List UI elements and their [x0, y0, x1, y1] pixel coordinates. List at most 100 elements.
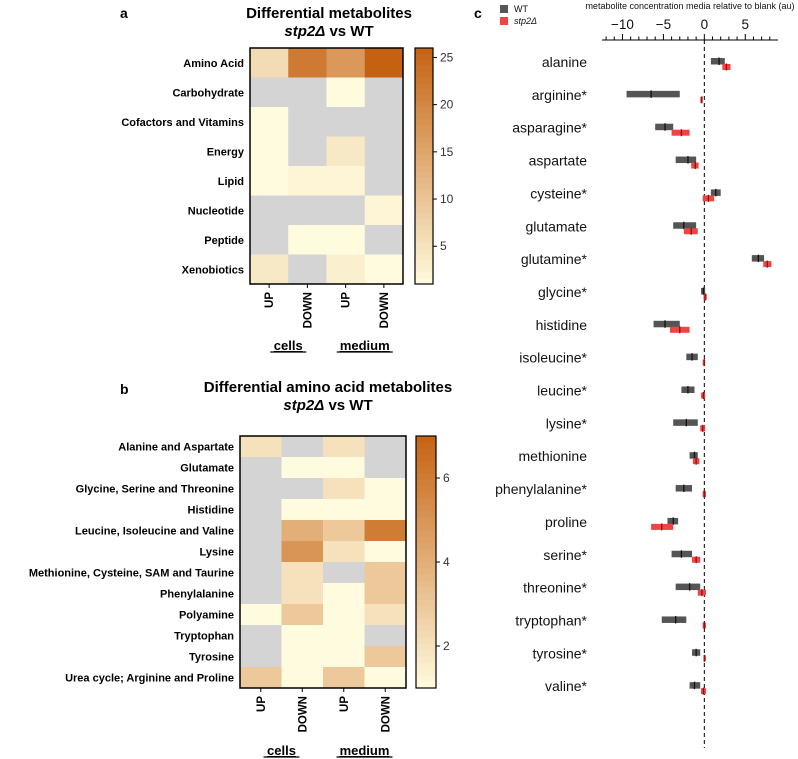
heatmap-b-cell-methionine-cysteine-sam-and-taurine-col2	[281, 562, 324, 584]
c-category-label-isoleucine: isoleucine*	[519, 350, 587, 366]
heatmap-b-cell-glutamate-col3	[323, 457, 365, 479]
heatmap-a-cell-cofactors-and-vitamins-col2	[288, 107, 327, 137]
heatmap-b-colorbar-step-18	[416, 549, 436, 557]
heatmap-b-cell-leucine-isoleucine-and-valine-col4	[364, 520, 407, 542]
c-bar-wt-histidine	[653, 320, 680, 328]
heatmap-a-cell-energy-col1	[250, 136, 289, 167]
heatmap-b-colorbar-step-23	[416, 580, 436, 588]
heatmap-a-colorbar-step-24	[415, 189, 433, 196]
heatmap-b-colorbar-step-19	[416, 555, 436, 563]
c-bar-wt-aspartate	[675, 156, 697, 164]
c-category-label-aspartate: aspartate	[529, 153, 588, 169]
heatmap-a-colorbar-step-33	[415, 242, 433, 250]
heatmap-b-cell-phenylalanine-col1	[240, 583, 282, 605]
c-legend-stp2-label: stp2Δ	[514, 16, 537, 26]
heatmap-b-row-label-phenylalanine: Phenylalanine	[160, 589, 234, 601]
heatmap-b-cell-lysine-col1	[240, 541, 282, 563]
heatmap-b-cell-glycine-serine-and-threonine-col4	[364, 478, 407, 500]
heatmap-b-cell-glutamate-col4	[364, 457, 407, 479]
heatmap-a-cell-nucleotide-col2	[288, 195, 327, 226]
c-bar-wt-alanine	[710, 58, 725, 65]
heatmap-a-colorbar-step-34	[415, 248, 433, 255]
heatmap-b: Alanine and Aspartate Glutamate Glycine, S…	[29, 435, 450, 758]
heatmap-b-colorbar-step-21	[416, 568, 436, 576]
heatmap-a-colorbar-step-10	[415, 107, 433, 114]
heatmap-a-title-line1: Differential metabolites	[246, 5, 412, 22]
heatmap-b-row-label-urea-cycle-arginine-and-proline: Urea cycle; Arginine and Proline	[65, 673, 234, 685]
heatmap-a-colorbar-step-23	[415, 183, 433, 191]
heatmap-b-colorbar-tick-label-1: 4	[443, 555, 450, 569]
c-category-label-alanine: alanine	[542, 54, 587, 70]
heatmap-b-cell-glutamate-col1	[240, 457, 282, 479]
c-legend-wt-label: WT	[514, 4, 528, 14]
c-axis-title: metabolite concentration media relative …	[585, 1, 794, 11]
c-category-label-cysteine: cysteine*	[530, 185, 587, 201]
heatmap-a-colorbar-step-9	[415, 101, 433, 108]
heatmap-b-cell-polyamine-col4	[364, 604, 407, 626]
heatmap-b-row-label-glycine-serine-and-threonine: Glycine, Serine and Threonine	[76, 484, 234, 496]
heatmap-b-cell-urea-cycle-arginine-and-proline-col4	[364, 667, 407, 689]
c-category-label-serine: serine*	[543, 547, 587, 563]
heatmap-b-row-label-leucine-isoleucine-and-valine: Leucine, Isoleucine and Valine	[75, 526, 234, 538]
heatmap-a-col-label-4: DOWN	[379, 292, 391, 328]
c-category-label-glycine: glycine*	[538, 284, 588, 300]
heatmap-a-col-label-2: DOWN	[302, 292, 314, 328]
heatmap-a-col-label-3: UP	[341, 292, 353, 308]
c-bar-stp2-asparagine	[671, 129, 690, 136]
heatmap-b-colorbar-step-4	[416, 461, 436, 468]
c-category-label-tyrosine: tyrosine*	[533, 645, 588, 661]
heatmap-a-cell-xenobiotics-col1	[250, 254, 289, 285]
heatmap-a-colorbar-tick-label-1: 10	[440, 192, 454, 206]
heatmap-b-cell-urea-cycle-arginine-and-proline-col3	[323, 667, 365, 689]
heatmap-a-cell-cofactors-and-vitamins-col3	[326, 107, 366, 137]
heatmap-a-cell-amino-acid-col1	[250, 48, 289, 78]
heatmap-b-colorbar-step-0	[416, 436, 436, 443]
heatmap-a-colorbar-step-37	[415, 266, 433, 273]
heatmap-b-colorbar-step-3	[416, 454, 436, 462]
heatmap-b-cell-methionine-cysteine-sam-and-taurine-col3	[323, 562, 365, 584]
heatmap-b-cell-urea-cycle-arginine-and-proline-col2	[281, 667, 324, 689]
heatmap-b-cell-histidine-col2	[281, 499, 324, 521]
heatmap-a-colorbar-step-19	[415, 160, 433, 167]
heatmap-b-cell-glycine-serine-and-threonine-col2	[281, 478, 324, 500]
c-category-label-threonine: threonine*	[523, 580, 587, 596]
c-category-label-valine: valine*	[545, 678, 588, 694]
heatmap-b-colorbar-step-35	[416, 656, 436, 664]
heatmap-b-colorbar-step-8	[416, 486, 436, 494]
heatmap-a-row-label-cofactors-and-vitamins: Cofactors and Vitamins	[121, 117, 244, 129]
heatmap-a-colorbar-step-35	[415, 254, 433, 261]
heatmap-a-colorbar-step-8	[415, 95, 433, 102]
heatmap-b-cell-histidine-col1	[240, 499, 282, 521]
heatmap-b-colorbar-step-6	[416, 473, 436, 481]
heatmap-b-colorbar-step-28	[416, 612, 436, 620]
heatmap-b-col-label-1: UP	[256, 696, 268, 712]
heatmap-b-row-label-lysine: Lysine	[200, 547, 234, 559]
heatmap-a-colorbar-tick-label-4: 25	[440, 50, 454, 64]
heatmap-b-cell-tyrosine-col2	[281, 646, 324, 668]
heatmap-b-cell-glycine-serine-and-threonine-col1	[240, 478, 282, 500]
heatmap-a-colorbar-step-39	[415, 278, 433, 285]
heatmap-b-cell-polyamine-col2	[281, 604, 324, 626]
heatmap-b-col-label-3: UP	[339, 696, 351, 712]
heatmap-b-col-label-4: DOWN	[380, 696, 392, 732]
heatmap-a-cell-amino-acid-col3	[326, 48, 366, 78]
heatmap-b-colorbar-step-27	[416, 606, 436, 613]
heatmap-b-frame	[239, 435, 407, 689]
c-x-tick-label-3: 5	[741, 17, 749, 32]
heatmap-a-colorbar-step-28	[415, 213, 433, 220]
heatmap-a-colorbar-step-5	[415, 77, 433, 84]
heatmap-a-group-cells: cells	[274, 338, 303, 353]
heatmap-a-cell-peptide-col4	[364, 225, 404, 255]
heatmap-a-colorbar-step-29	[415, 219, 433, 226]
c-legend-wt-swatch	[500, 5, 508, 13]
heatmap-b-colorbar-step-24	[416, 587, 436, 594]
heatmap-b-colorbar-step-38	[416, 675, 436, 683]
heatmap-a-cell-energy-col3	[326, 136, 366, 167]
heatmap-b-cell-lysine-col2	[281, 541, 324, 563]
heatmap-b-colorbar-step-9	[416, 492, 436, 500]
heatmap-b-group-cells: cells	[267, 743, 296, 758]
heatmap-b-row-label-glutamate: Glutamate	[180, 463, 234, 475]
heatmap-a-colorbar-step-27	[415, 207, 433, 214]
c-category-label-lysine: lysine*	[546, 415, 588, 431]
